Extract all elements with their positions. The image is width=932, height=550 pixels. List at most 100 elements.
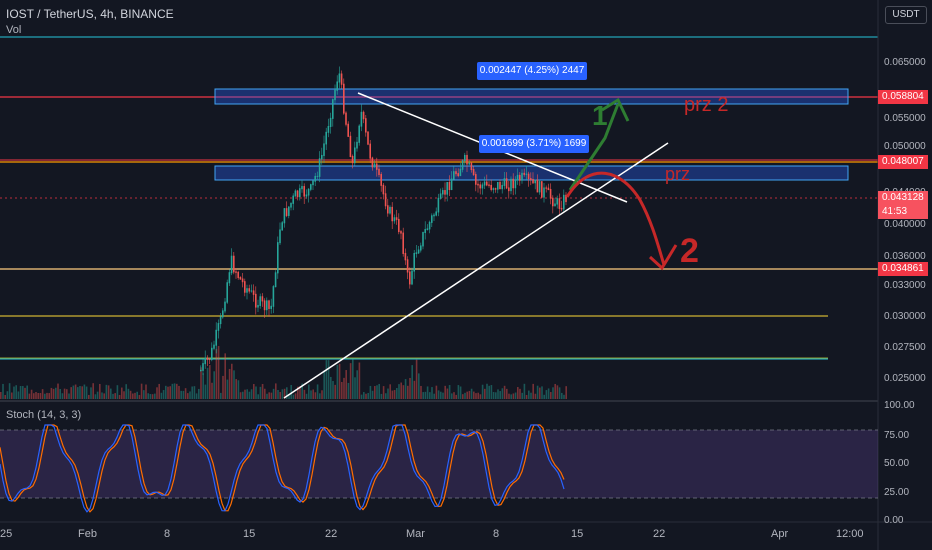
candle-body [255, 293, 257, 308]
candle-body [351, 156, 354, 164]
volume-bar [303, 389, 306, 399]
candle-body [426, 228, 429, 231]
candle-body [501, 184, 503, 190]
candle-body [325, 131, 327, 145]
price-badge-0-034861[interactable]: 0.034861 [878, 262, 928, 276]
candle-body [558, 198, 561, 209]
volume-bar [338, 363, 341, 399]
red-arrow-path[interactable] [565, 171, 666, 266]
volume-bar [94, 394, 97, 399]
prz-zone[interactable] [214, 165, 849, 181]
volume-bar [462, 394, 464, 399]
candle-body [523, 172, 525, 175]
candle-body [360, 111, 363, 127]
candle-body [283, 208, 286, 224]
measure-label-mid: 0.001699 (3.71%) 1699 [479, 135, 589, 153]
stoch-d-line [0, 424, 565, 513]
volume-bar [512, 393, 515, 399]
volume-bar [191, 386, 193, 399]
volume-bar [369, 385, 372, 399]
volume-bar [30, 389, 33, 399]
volume-bar [356, 370, 358, 399]
candle-body [479, 184, 481, 189]
candle-body [241, 278, 244, 283]
lower-trendline[interactable] [283, 142, 669, 399]
volume-bar [39, 392, 42, 399]
volume-bar [136, 391, 138, 399]
price-tick: 0.036000 [884, 251, 926, 262]
volume-bar [363, 392, 365, 399]
candle-body [444, 190, 446, 195]
candle-body [402, 232, 404, 254]
time-tick: 8 [164, 528, 171, 540]
current-price-badge[interactable]: 0.043128 [878, 191, 928, 205]
candle-body [296, 190, 299, 198]
price-badge-0-048007[interactable]: 0.048007 [878, 155, 928, 169]
volume-bar [264, 388, 266, 399]
candle-body [563, 194, 565, 210]
candle-body [257, 304, 259, 308]
candle-body [536, 179, 539, 193]
volume-bar [259, 386, 262, 399]
candle-body [415, 252, 418, 254]
price-tick: 0.055000 [884, 113, 926, 124]
volume-bar [204, 384, 207, 399]
candle-body [505, 178, 508, 189]
volume-bar [297, 386, 299, 399]
candle-body [393, 217, 396, 222]
candle-body [413, 252, 415, 272]
volume-bar [228, 368, 231, 399]
volume-bar [367, 392, 369, 399]
volume-bar [63, 388, 66, 399]
price-badge-0-058804[interactable]: 0.058804 [878, 90, 928, 104]
candle-body [215, 329, 217, 346]
candle-body [475, 174, 477, 185]
volume-bar [396, 388, 398, 399]
symbol-title[interactable]: IOST / TetherUS, 4h, BINANCE [6, 7, 174, 21]
candles [200, 66, 567, 375]
candle-body [343, 83, 345, 114]
candle-body [532, 179, 534, 184]
volume-bar [444, 385, 446, 399]
candle-body [279, 229, 281, 244]
candle-body [499, 181, 501, 190]
volume-bar [424, 391, 427, 399]
candle-body [307, 188, 310, 196]
volume-bar [349, 363, 352, 399]
volume-bar [202, 373, 204, 399]
volume-bar [74, 384, 77, 399]
time-tick: Mar [406, 528, 425, 540]
candle-body [387, 205, 389, 214]
volume-bar [477, 392, 479, 399]
time-tick: 22 [325, 528, 338, 540]
volume-bar [125, 384, 127, 399]
candle-body [321, 154, 323, 160]
volume-bar [90, 387, 92, 399]
volume-bar [453, 392, 455, 399]
volume-bar [358, 362, 361, 399]
candle-body [334, 89, 336, 101]
currency-button[interactable]: USDT [885, 6, 927, 24]
volume-bar [330, 376, 332, 399]
prz2-zone[interactable] [214, 88, 849, 105]
volume-bar [334, 384, 336, 399]
volume-bar [468, 390, 471, 399]
candle-body [312, 180, 314, 186]
volume-bar [301, 383, 303, 399]
volume-bar [354, 377, 356, 399]
volume-bar [184, 388, 187, 399]
volume-bar [178, 385, 180, 399]
stoch-label[interactable]: Stoch (14, 3, 3) [6, 409, 82, 421]
volume-bar [556, 385, 559, 399]
volume-bar [220, 392, 222, 399]
candle-body [237, 271, 239, 278]
volume-bar [532, 383, 534, 399]
time-tick: 15 [243, 528, 256, 540]
green-arrow-path[interactable] [568, 103, 620, 191]
volume-bar [398, 384, 400, 399]
volume-bar [503, 385, 506, 399]
time-tick: 8 [493, 528, 500, 540]
candle-body [468, 162, 470, 165]
